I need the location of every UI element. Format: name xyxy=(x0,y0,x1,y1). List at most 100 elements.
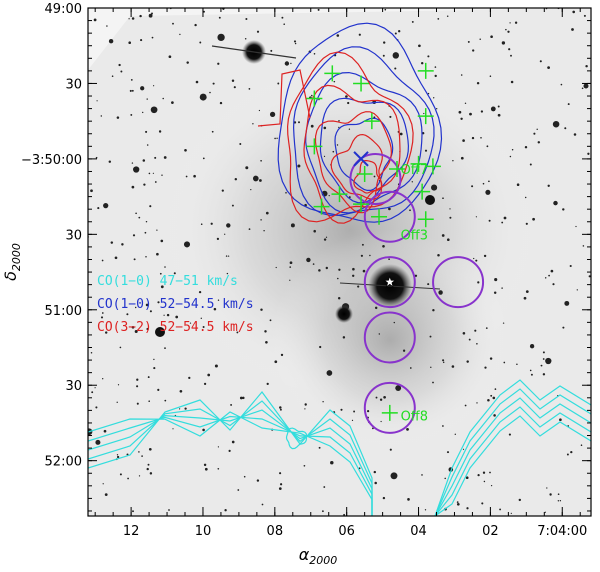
field-star xyxy=(379,398,383,401)
field-star xyxy=(409,367,412,369)
blue-contour xyxy=(277,22,443,223)
field-star xyxy=(279,406,282,409)
field-star xyxy=(128,41,131,44)
field-star xyxy=(140,86,145,91)
field-star xyxy=(224,233,226,235)
field-star xyxy=(490,35,493,39)
field-star xyxy=(433,97,435,99)
field-star xyxy=(141,455,143,457)
field-star xyxy=(183,241,191,248)
field-star xyxy=(462,332,466,335)
field-star xyxy=(260,219,262,221)
field-star xyxy=(328,195,330,197)
source-cross xyxy=(306,90,323,107)
field-star xyxy=(338,126,340,129)
field-star xyxy=(290,223,295,228)
field-star xyxy=(545,357,552,365)
field-star xyxy=(373,175,376,178)
field-star xyxy=(102,483,104,485)
y-tick-label: 52:00 xyxy=(45,455,82,470)
cyan-contour-east xyxy=(434,379,591,516)
field-star xyxy=(374,481,377,485)
field-star xyxy=(207,373,211,377)
field-star xyxy=(264,330,267,333)
field-star xyxy=(336,277,339,280)
field-star xyxy=(560,83,563,86)
field-star xyxy=(260,308,263,311)
field-star xyxy=(219,101,223,105)
field-star xyxy=(130,113,133,116)
field-star xyxy=(471,136,475,140)
field-star xyxy=(494,388,497,390)
field-star xyxy=(418,44,421,48)
field-star xyxy=(326,370,333,376)
field-star xyxy=(150,106,158,114)
field-star xyxy=(186,61,189,64)
field-star xyxy=(485,189,491,195)
field-star xyxy=(483,254,487,258)
field-star xyxy=(146,467,149,471)
field-star xyxy=(358,33,361,36)
source-cross xyxy=(353,75,370,92)
field-star xyxy=(383,41,386,44)
field-star xyxy=(362,269,366,273)
field-star xyxy=(499,508,502,511)
field-star xyxy=(464,102,467,105)
co10-47-51-contours xyxy=(88,379,591,516)
field-star xyxy=(121,243,124,246)
y-tick-labels: 49:00 30 −3:50:00 30 51:00 30 52:00 xyxy=(21,2,82,470)
field-star xyxy=(203,463,207,467)
field-star xyxy=(236,331,239,334)
cyan-contour-east xyxy=(434,397,591,516)
field-star xyxy=(456,502,460,506)
field-star xyxy=(475,259,478,262)
field-star xyxy=(530,373,533,376)
field-star xyxy=(200,317,202,319)
field-star xyxy=(430,366,432,369)
y-tick-label: 51:00 xyxy=(45,304,82,319)
bright-star-mid xyxy=(335,305,353,323)
field-star xyxy=(135,212,137,215)
field-star xyxy=(402,349,406,352)
field-star xyxy=(179,389,183,393)
field-star xyxy=(580,444,583,446)
field-star xyxy=(149,310,152,313)
aperture-circle xyxy=(349,153,402,206)
field-star xyxy=(395,385,402,392)
field-star xyxy=(399,132,403,136)
source-cross xyxy=(417,108,434,125)
field-star xyxy=(110,241,114,244)
field-star xyxy=(516,363,518,366)
field-star xyxy=(482,471,486,474)
field-star xyxy=(274,137,276,140)
field-star xyxy=(472,49,475,52)
field-star xyxy=(313,53,316,55)
field-star xyxy=(481,502,484,505)
field-star xyxy=(214,364,218,368)
field-star xyxy=(442,425,444,427)
field-star xyxy=(323,238,327,241)
field-star xyxy=(202,326,205,328)
field-star xyxy=(571,28,574,31)
field-star xyxy=(389,115,392,118)
field-star xyxy=(510,512,512,515)
field-star xyxy=(559,500,562,502)
field-star xyxy=(469,112,472,116)
field-star xyxy=(152,172,155,174)
legend-entry: CO(1−0) 47−51 km/s xyxy=(97,274,238,289)
bright-star-w xyxy=(155,327,165,337)
field-star xyxy=(217,62,220,65)
axis-ticks xyxy=(88,7,591,516)
field-star xyxy=(153,358,155,361)
field-star xyxy=(486,145,489,148)
blue-contour xyxy=(292,46,435,216)
field-star xyxy=(303,464,306,467)
field-star xyxy=(449,216,452,219)
star-symbol xyxy=(383,275,396,288)
field-star xyxy=(231,204,234,207)
field-star xyxy=(149,205,152,208)
aperture-circles xyxy=(349,153,485,434)
field-star xyxy=(156,229,158,231)
field-star xyxy=(90,352,93,354)
x-tick-label: 08 xyxy=(267,524,284,539)
